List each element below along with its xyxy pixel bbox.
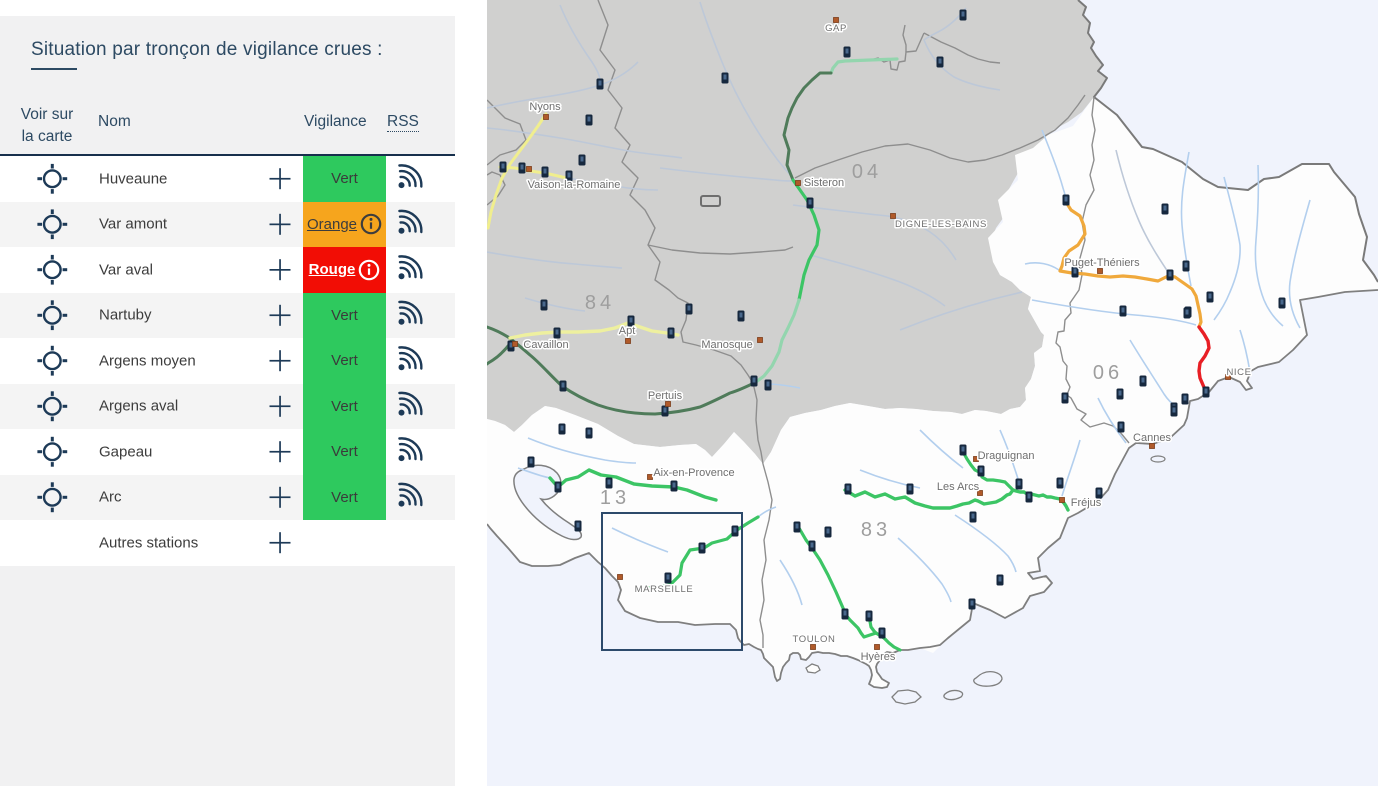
svg-text:Draguignan: Draguignan xyxy=(978,450,1035,462)
svg-text:13: 13 xyxy=(600,487,630,509)
svg-text:84: 84 xyxy=(585,292,615,314)
svg-text:Cannes: Cannes xyxy=(1133,432,1171,444)
svg-text:MARSEILLE: MARSEILLE xyxy=(635,584,694,595)
svg-text:Apt: Apt xyxy=(619,325,636,337)
svg-text:Nyons: Nyons xyxy=(529,101,561,113)
svg-text:Sisteron: Sisteron xyxy=(804,177,844,189)
svg-text:Hyères: Hyères xyxy=(861,651,896,663)
svg-text:Les Arcs: Les Arcs xyxy=(937,481,980,493)
svg-text:Aix-en-Provence: Aix-en-Provence xyxy=(653,467,734,479)
svg-text:06: 06 xyxy=(1093,362,1123,384)
svg-text:TOULON: TOULON xyxy=(792,634,835,645)
svg-text:Pertuis: Pertuis xyxy=(648,390,683,402)
svg-text:04: 04 xyxy=(852,161,882,183)
svg-text:83: 83 xyxy=(861,519,891,541)
svg-text:Cavaillon: Cavaillon xyxy=(523,339,568,351)
svg-text:Puget-Théniers: Puget-Théniers xyxy=(1064,257,1140,269)
svg-text:NICE: NICE xyxy=(1226,367,1251,378)
svg-text:Fréjus: Fréjus xyxy=(1071,497,1102,509)
svg-text:Vaison-la-Romaine: Vaison-la-Romaine xyxy=(528,179,621,191)
svg-text:GAP: GAP xyxy=(825,23,847,34)
svg-text:DIGNE-LES-BAINS: DIGNE-LES-BAINS xyxy=(895,219,987,230)
svg-text:Manosque: Manosque xyxy=(701,339,752,351)
